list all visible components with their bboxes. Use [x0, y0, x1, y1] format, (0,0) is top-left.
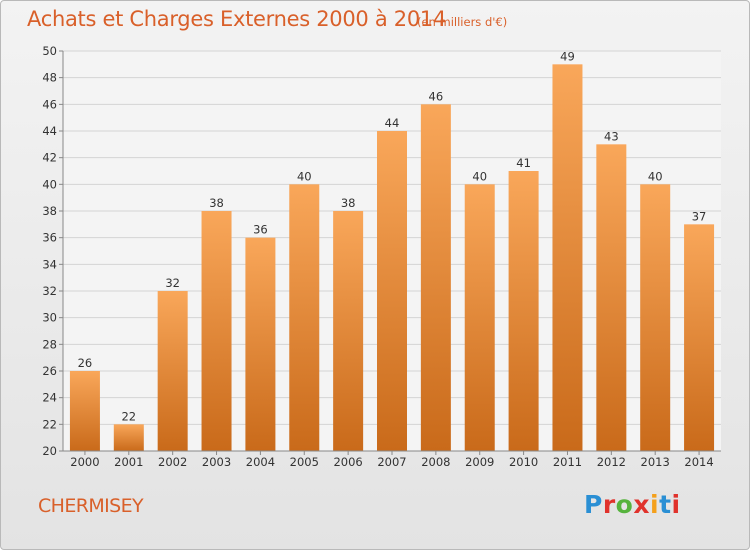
bar [157, 291, 188, 451]
bar-value-label: 22 [121, 409, 136, 423]
bar [640, 184, 671, 452]
chart-subtitle: (en milliers d'€) [417, 15, 508, 29]
y-tick-label: 40 [42, 177, 57, 191]
bar [420, 104, 451, 451]
bar [377, 131, 407, 451]
logo-letter: o [615, 490, 634, 519]
y-tick-label: 44 [42, 124, 57, 138]
logo-letter: r [602, 490, 616, 519]
x-tick-label: 2004 [246, 455, 275, 469]
logo-letter: x [633, 490, 650, 519]
y-tick-label: 50 [42, 44, 57, 58]
bar-value-label: 46 [429, 89, 444, 103]
x-tick-label: 2003 [202, 455, 231, 469]
bar [289, 184, 320, 452]
y-tick-label: 42 [42, 151, 57, 165]
bar-value-label: 40 [472, 169, 487, 183]
y-tick-label: 32 [42, 284, 57, 298]
logo-letter: i [671, 490, 681, 519]
bar-value-label: 32 [165, 276, 180, 290]
bar [201, 211, 232, 451]
y-tick-label: 28 [42, 337, 57, 351]
bar-value-label: 49 [560, 49, 575, 63]
bar [464, 184, 495, 452]
x-tick-label: 2000 [70, 455, 99, 469]
bar-value-label: 38 [209, 196, 224, 210]
y-tick-label: 30 [42, 311, 57, 325]
bar [552, 64, 583, 452]
bar-value-label: 37 [692, 209, 707, 223]
bar-value-label: 40 [297, 169, 312, 183]
y-tick-label: 26 [42, 364, 57, 378]
x-tick-label: 2005 [290, 455, 319, 469]
x-tick-label: 2013 [641, 455, 670, 469]
bar-value-label: 44 [385, 116, 400, 130]
x-tick-label: 2006 [333, 455, 362, 469]
y-tick-label: 20 [42, 444, 57, 458]
bar-value-label: 43 [604, 129, 619, 143]
x-tick-label: 2008 [421, 455, 450, 469]
bar-value-label: 41 [516, 156, 531, 170]
bar [333, 211, 364, 451]
y-tick-label: 36 [42, 231, 57, 245]
bar [245, 237, 276, 451]
y-tick-label: 48 [42, 71, 57, 85]
bar-value-label: 26 [78, 356, 93, 370]
logo-letter: P [584, 490, 603, 519]
bar [596, 144, 627, 452]
bar-value-label: 38 [341, 196, 356, 210]
x-tick-label: 2012 [597, 455, 626, 469]
logo-letter: i [650, 490, 660, 519]
x-tick-label: 2011 [553, 455, 582, 469]
logo-letter: t [659, 490, 672, 519]
bar [508, 171, 539, 451]
x-tick-label: 2010 [509, 455, 538, 469]
bar [113, 424, 144, 451]
bar-value-label: 40 [648, 169, 663, 183]
x-tick-label: 2001 [114, 455, 143, 469]
commune-name: CHERMISEY [38, 495, 144, 517]
x-tick-label: 2007 [377, 455, 406, 469]
bar [69, 371, 100, 451]
proxiti-logo[interactable]: Proxiti [584, 490, 681, 519]
y-tick-label: 38 [42, 204, 57, 218]
x-tick-label: 2002 [158, 455, 187, 469]
x-tick-label: 2009 [465, 455, 494, 469]
y-tick-label: 46 [42, 97, 57, 111]
chart-title: Achats et Charges Externes 2000 à 2014 [27, 7, 447, 31]
bar-value-label: 36 [253, 223, 268, 237]
bar [684, 224, 715, 451]
y-tick-label: 34 [42, 257, 57, 271]
y-tick-label: 24 [42, 391, 57, 405]
y-tick-label: 22 [42, 417, 57, 431]
x-tick-label: 2014 [684, 455, 713, 469]
